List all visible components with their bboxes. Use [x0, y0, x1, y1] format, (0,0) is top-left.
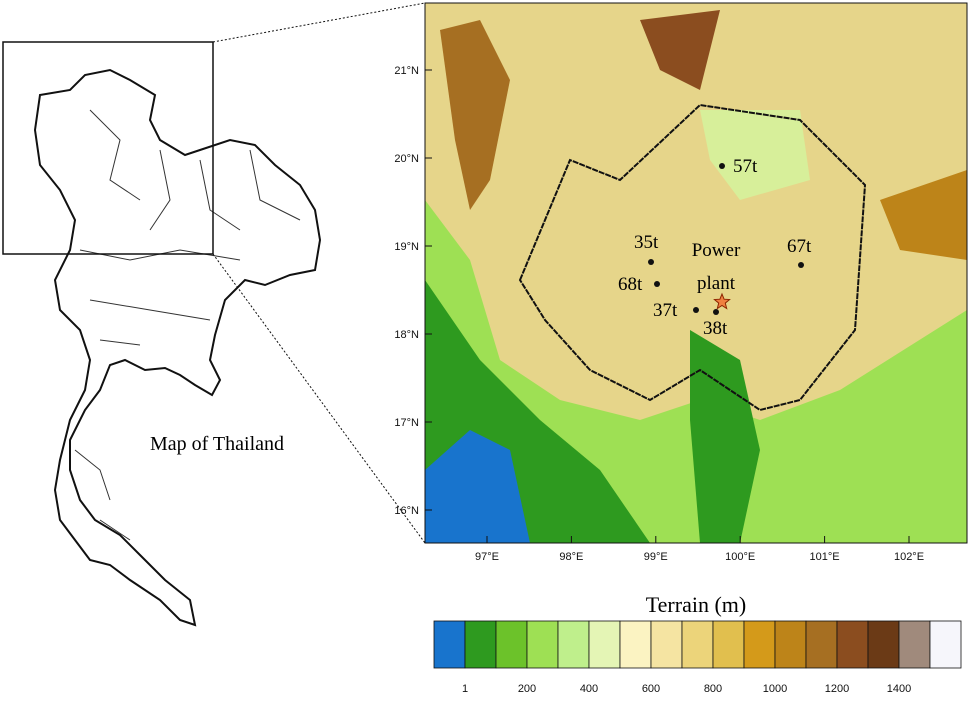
station-label: 67t [787, 236, 812, 257]
mountain [880, 170, 967, 260]
overview-map: Map of Thailand [2, 2, 426, 627]
colorbar-box [929, 620, 962, 669]
colorbar-box [836, 620, 869, 669]
lat-label: 21°N [394, 65, 419, 77]
station-label: 35t [634, 232, 659, 253]
lon-label: 98°E [559, 551, 583, 563]
colorbar-box [650, 620, 683, 669]
station-label: 68t [618, 274, 643, 295]
colorbar-box [774, 620, 807, 669]
lon-label: 97°E [475, 551, 499, 563]
sea [425, 430, 530, 543]
station-dot [648, 259, 654, 265]
colorbar-label: 1000 [763, 683, 787, 695]
station-dot [654, 281, 660, 287]
lat-label: 19°N [394, 241, 419, 253]
colorbar-box [898, 620, 931, 669]
terrain-map [424, 2, 968, 544]
power-plant-label: plant [697, 273, 736, 294]
power-plant-star [713, 292, 731, 310]
colorbar-box [495, 620, 528, 669]
colorbar-label: 400 [580, 683, 598, 695]
colorbar-label: 1 [462, 683, 468, 695]
basin [700, 110, 810, 200]
colorbar-label: 800 [704, 683, 722, 695]
lat-label: 20°N [394, 153, 419, 165]
valley [690, 330, 760, 543]
colorbar-label: 1200 [825, 683, 849, 695]
colorbar: Terrain (m) [646, 592, 746, 617]
colorbar-label: 200 [518, 683, 536, 695]
colorbar-box [433, 620, 466, 669]
colorbar-box [619, 620, 652, 669]
lon-label: 99°E [644, 551, 668, 563]
colorbar-box [526, 620, 559, 669]
mountain [440, 20, 510, 210]
lat-label: 16°N [394, 505, 419, 517]
station-label: 38t [703, 318, 728, 339]
region-border [518, 103, 867, 412]
station-label: 57t [733, 156, 758, 177]
station-dot [798, 262, 804, 268]
province-borders [74, 109, 301, 541]
colorbar-box [557, 620, 590, 669]
lon-label: 101°E [810, 551, 840, 563]
colorbar-box [743, 620, 776, 669]
mountain [640, 10, 720, 90]
map-frame [424, 2, 968, 544]
station-label: 37t [653, 300, 678, 321]
power-plant-label: Power [692, 240, 741, 261]
map-label: Map of Thailand [150, 433, 284, 455]
station-dot [693, 307, 699, 313]
colorbar-box [805, 620, 838, 669]
zoom-line [212, 2, 426, 43]
colorbar-title: Terrain (m) [646, 592, 746, 617]
colorbar-box [464, 620, 497, 669]
lon-label: 102°E [894, 551, 924, 563]
colorbar-box [867, 620, 900, 669]
colorbar-label: 600 [642, 683, 660, 695]
colorbar-box [681, 620, 714, 669]
colorbar-box [588, 620, 621, 669]
lon-label: 100°E [725, 551, 755, 563]
colorbar-box [712, 620, 745, 669]
zoom-box [2, 41, 214, 255]
lat-label: 17°N [394, 417, 419, 429]
station-dot [719, 163, 725, 169]
station-dot [713, 309, 719, 315]
country-outline [33, 68, 322, 627]
zoom-line [212, 253, 426, 544]
lat-label: 18°N [394, 329, 419, 341]
colorbar-label: 1400 [887, 683, 911, 695]
